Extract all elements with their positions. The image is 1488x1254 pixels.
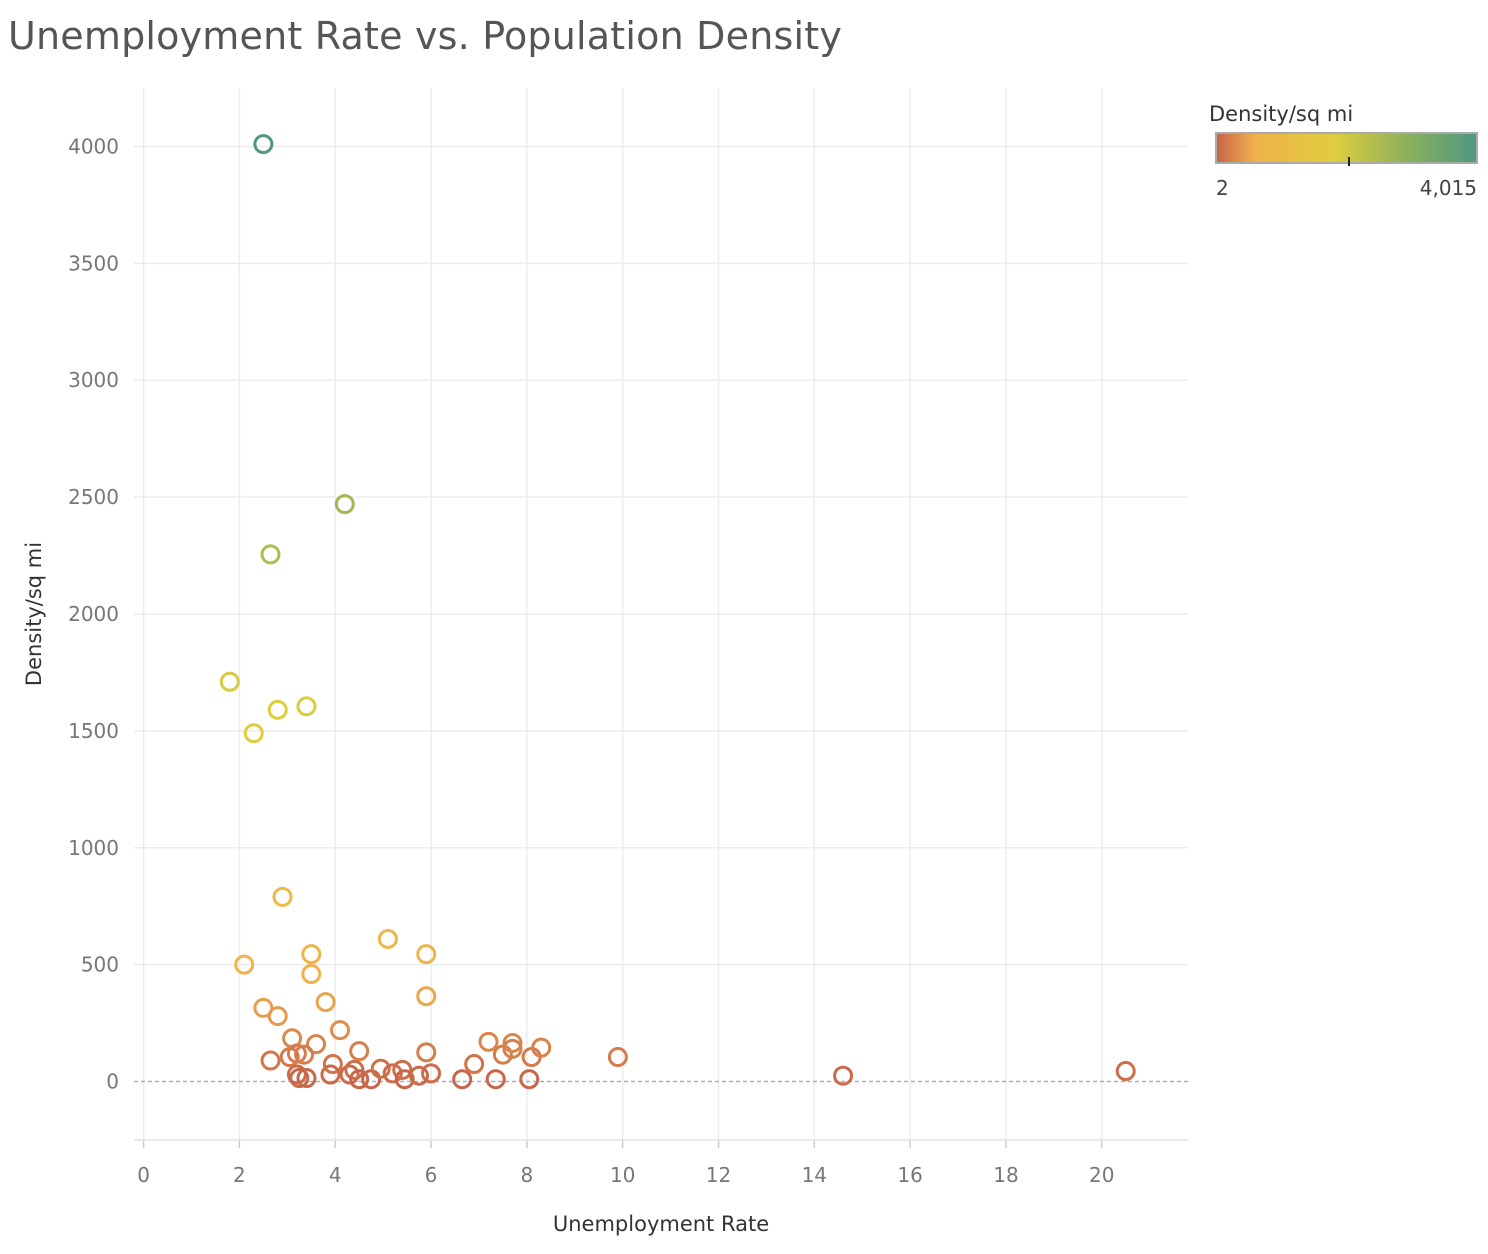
color-legend: Density/sq mi 2 4,015 (1209, 102, 1478, 200)
x-tick-label: 14 (802, 1163, 827, 1187)
data-point[interactable] (502, 1032, 523, 1053)
data-point[interactable] (253, 997, 274, 1018)
data-point[interactable] (253, 134, 274, 155)
data-point[interactable] (344, 1059, 365, 1080)
x-tick-label: 10 (610, 1163, 635, 1187)
x-tick-label: 16 (897, 1163, 922, 1187)
y-tick-label: 1000 (68, 836, 119, 860)
legend-max-label: 4,015 (1420, 176, 1477, 200)
data-point[interactable] (286, 1043, 307, 1064)
x-tick-label: 4 (329, 1163, 342, 1187)
y-tick-label: 3000 (68, 368, 119, 392)
data-point[interactable] (260, 544, 281, 565)
data-point[interactable] (394, 1069, 415, 1090)
data-point[interactable] (301, 964, 322, 985)
data-point[interactable] (334, 494, 355, 515)
data-point[interactable] (330, 1020, 351, 1041)
x-tick-label: 6 (425, 1163, 438, 1187)
chart-title: Unemployment Rate vs. Population Density (8, 14, 843, 58)
x-tick-label: 12 (706, 1163, 731, 1187)
x-axis-tick-labels: 0 2 4 6 8 10 12 14 16 18 20 (137, 1163, 1114, 1187)
data-points (219, 134, 1136, 1090)
y-tick-label: 500 (81, 953, 119, 977)
y-axis-title: Density/sq mi (22, 542, 46, 686)
data-point[interactable] (306, 1034, 327, 1055)
data-point[interactable] (301, 944, 322, 965)
legend-min-label: 2 (1216, 176, 1229, 200)
axes (134, 1080, 1188, 1148)
data-point[interactable] (531, 1037, 552, 1058)
data-point[interactable] (521, 1047, 542, 1068)
data-point[interactable] (1115, 1061, 1136, 1082)
data-point[interactable] (272, 886, 293, 907)
data-point[interactable] (296, 1068, 317, 1089)
data-point[interactable] (519, 1069, 540, 1090)
data-point[interactable] (377, 928, 398, 949)
data-point[interactable] (243, 723, 264, 744)
data-point[interactable] (452, 1069, 473, 1090)
data-point[interactable] (260, 1050, 281, 1071)
y-tick-label: 1500 (68, 719, 119, 743)
legend-title: Density/sq mi (1209, 102, 1353, 126)
legend-gradient-bar (1215, 132, 1478, 164)
data-point[interactable] (392, 1059, 413, 1080)
x-tick-label: 2 (233, 1163, 246, 1187)
data-point[interactable] (234, 954, 255, 975)
data-point[interactable] (416, 986, 437, 1007)
data-point[interactable] (370, 1058, 391, 1079)
y-tick-label: 4000 (68, 134, 119, 158)
data-point[interactable] (267, 699, 288, 720)
x-axis-title: Unemployment Rate (553, 1212, 769, 1236)
data-point[interactable] (320, 1064, 341, 1085)
x-tick-label: 20 (1089, 1163, 1114, 1187)
data-point[interactable] (349, 1041, 370, 1062)
x-tick-label: 18 (993, 1163, 1018, 1187)
x-tick-label: 8 (520, 1163, 533, 1187)
y-tick-label: 2500 (68, 485, 119, 509)
data-point[interactable] (296, 696, 317, 717)
x-tick-label: 0 (137, 1163, 150, 1187)
data-point[interactable] (464, 1054, 485, 1075)
data-point[interactable] (833, 1065, 854, 1086)
y-tick-label: 0 (106, 1070, 119, 1094)
y-tick-label: 3500 (68, 251, 119, 275)
data-point[interactable] (289, 1068, 310, 1089)
data-point[interactable] (485, 1069, 506, 1090)
y-tick-label: 2000 (68, 602, 119, 626)
data-point[interactable] (349, 1069, 370, 1090)
grid-lines (134, 88, 1188, 1140)
data-point[interactable] (409, 1065, 430, 1086)
data-point[interactable] (294, 1044, 315, 1065)
data-point[interactable] (219, 671, 240, 692)
data-point[interactable] (315, 992, 336, 1013)
data-point[interactable] (416, 1042, 437, 1063)
data-point[interactable] (339, 1064, 360, 1085)
data-point[interactable] (382, 1063, 403, 1084)
y-axis-tick-labels: 0 500 1000 1500 2000 2500 3000 3500 4000 (68, 134, 119, 1093)
data-point[interactable] (416, 944, 437, 965)
data-point[interactable] (322, 1054, 343, 1075)
data-point[interactable] (361, 1069, 382, 1090)
data-point[interactable] (267, 1006, 288, 1027)
data-point[interactable] (478, 1031, 499, 1052)
data-point[interactable] (607, 1047, 628, 1068)
data-point[interactable] (421, 1063, 442, 1084)
data-point[interactable] (502, 1038, 523, 1059)
